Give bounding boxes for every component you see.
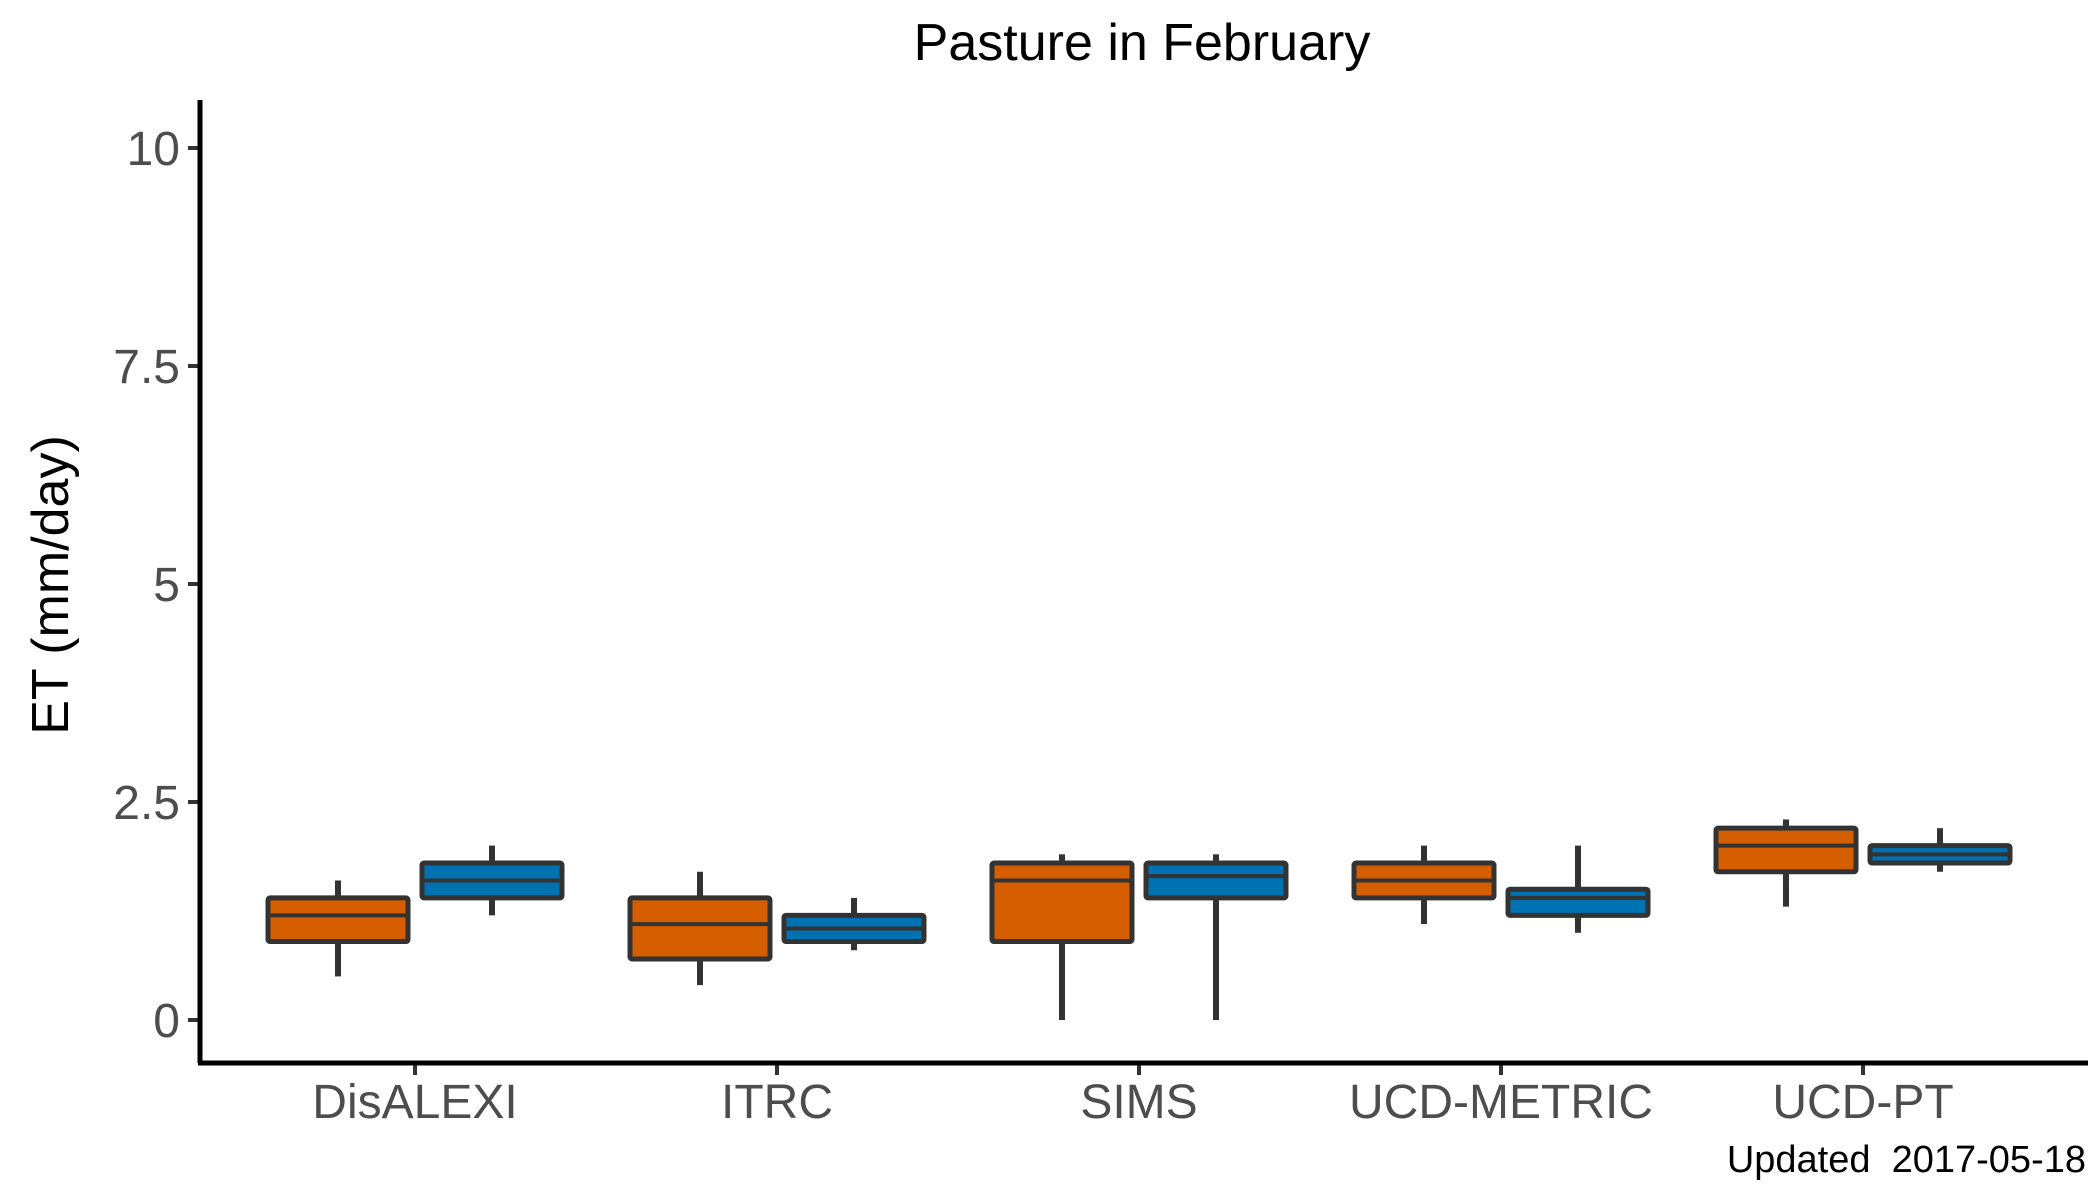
y-tick-label: 5 bbox=[153, 559, 180, 612]
y-tick-label: 7.5 bbox=[113, 341, 180, 394]
y-axis-ticks: 0 2.5 5 7.5 10 bbox=[113, 123, 200, 1048]
chart-title: Pasture in February bbox=[914, 14, 1371, 72]
box-itrc-1 bbox=[627, 871, 773, 986]
x-tick-label: UCD-PT bbox=[1772, 1076, 1953, 1129]
box-ucd-metric-1 bbox=[1351, 845, 1497, 925]
box-ucd-metric-2 bbox=[1505, 845, 1651, 933]
box-ucd-pt-1 bbox=[1713, 819, 1859, 907]
box-sims-1 bbox=[989, 854, 1135, 1020]
x-tick-label: ITRC bbox=[721, 1076, 833, 1129]
box-sims-2 bbox=[1143, 854, 1289, 1020]
box-disalexi-1 bbox=[265, 880, 411, 977]
x-tick-label: DisALEXI bbox=[312, 1076, 517, 1129]
box-iqr bbox=[627, 895, 773, 962]
y-tick-label: 10 bbox=[127, 123, 180, 176]
x-tick-label: UCD-METRIC bbox=[1349, 1076, 1653, 1129]
box-series bbox=[265, 819, 2013, 1020]
box-iqr bbox=[1505, 886, 1651, 918]
box-itrc-2 bbox=[781, 897, 927, 951]
box-iqr bbox=[1713, 825, 1859, 875]
x-tick-label: SIMS bbox=[1080, 1076, 1197, 1129]
x-axis-ticks: DisALEXI ITRC SIMS UCD-METRIC UCD-PT bbox=[312, 1063, 1954, 1129]
y-axis-label: ET (mm/day) bbox=[22, 435, 80, 735]
box-iqr bbox=[265, 895, 411, 945]
box-iqr bbox=[989, 860, 1135, 945]
box-disalexi-2 bbox=[419, 845, 565, 916]
y-tick-label: 2.5 bbox=[113, 777, 180, 830]
box-ucd-pt-2 bbox=[1867, 828, 2013, 872]
y-tick-label: 0 bbox=[153, 995, 180, 1048]
updated-note: Updated 2017-05-18 bbox=[1727, 1139, 2086, 1181]
box-iqr bbox=[1143, 860, 1289, 901]
